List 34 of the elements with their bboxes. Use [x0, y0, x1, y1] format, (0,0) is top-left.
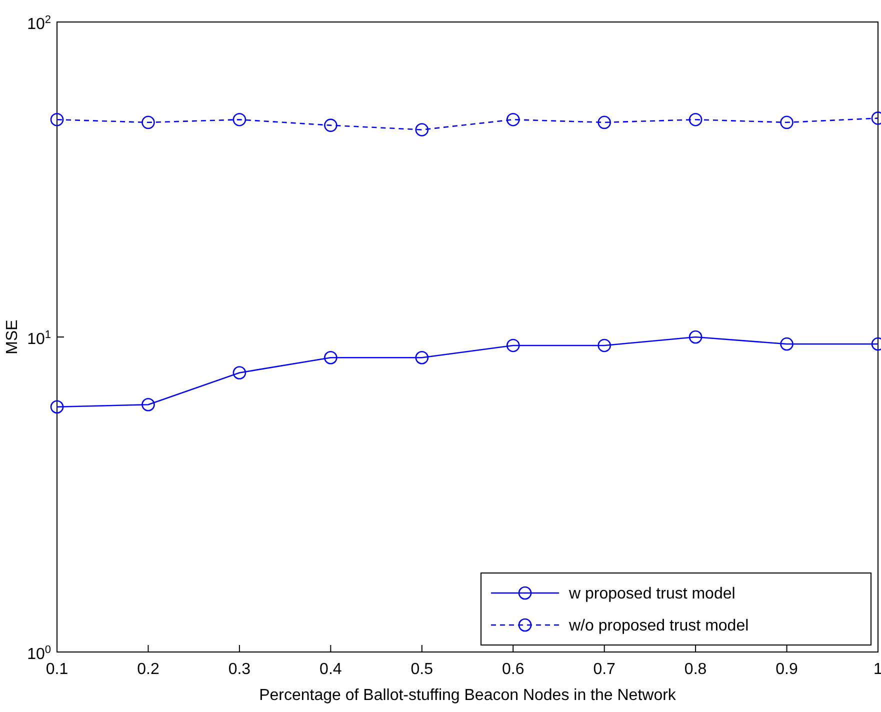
point [598, 116, 611, 130]
legend-label: w proposed trust model [568, 586, 736, 603]
point [324, 350, 338, 364]
x-tick-label: 0.6 [502, 661, 524, 678]
x-tick-label: 0.4 [320, 661, 342, 678]
legend-label: w/o proposed trust model [568, 618, 749, 635]
point [688, 330, 702, 344]
point [688, 112, 702, 126]
point [506, 338, 520, 352]
point [598, 338, 611, 352]
point [415, 123, 429, 136]
point [780, 116, 794, 130]
point [415, 350, 429, 364]
y-tick-label: 10$^{0}$ [27, 644, 51, 664]
y-tick-label: 10$^{1}$ [27, 329, 51, 348]
point [506, 112, 520, 126]
point [142, 398, 155, 412]
x-tick-label: 0.7 [593, 661, 616, 678]
point [232, 366, 246, 380]
y-axis-title: MSE [4, 320, 21, 354]
point [324, 118, 338, 132]
x-tick-label: 0.2 [137, 661, 160, 678]
y-tick-label: 10$^{2}$ [27, 14, 51, 34]
point [780, 337, 794, 351]
point [50, 400, 64, 414]
x-tick-label: 0.1 [46, 661, 68, 678]
point [142, 116, 155, 130]
point [50, 112, 64, 126]
x-tick-label: 0.9 [776, 661, 798, 678]
x-tick-label: 0.3 [228, 661, 251, 678]
point [232, 112, 246, 126]
x-axis-title: Percentage of Ballot-stuffing Beacon Nodes in the Network [259, 687, 677, 704]
x-tick-label: 0.8 [684, 661, 707, 678]
x-tick-label: 0.5 [410, 661, 434, 678]
